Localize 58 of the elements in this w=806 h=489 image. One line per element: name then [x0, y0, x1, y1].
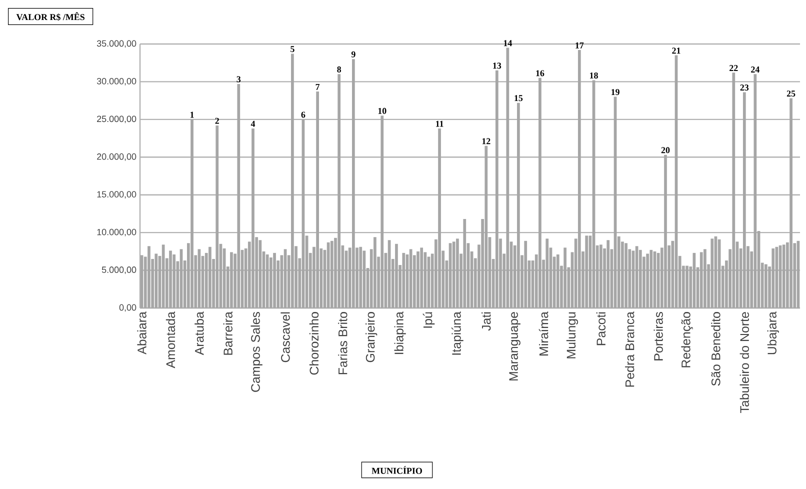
x-tick-label: São Benedito: [711, 312, 720, 386]
x-tick-label: Barreira: [223, 312, 232, 355]
x-tick-label: Amontada: [166, 312, 176, 368]
x-tick-label: Ubajara: [767, 312, 779, 354]
annotation: 7: [316, 84, 320, 90]
x-tick-label: Campos Sales: [250, 312, 262, 392]
y-tick-label: 0,00: [119, 304, 136, 312]
annotation: 1: [190, 112, 194, 118]
annotation: 22: [730, 65, 738, 71]
y-tick-label: 10.000,00: [97, 228, 136, 236]
annotation: 25: [786, 90, 796, 97]
y-tick-label: 20.000,00: [97, 153, 136, 161]
x-tick-label: Itapiúna: [452, 312, 464, 355]
x-tick-label: Mulungu: [566, 312, 578, 358]
annotation: 23: [740, 84, 749, 91]
x-tick-label: Pedra Branca: [625, 312, 634, 387]
annotation: 3: [236, 76, 241, 82]
x-tick-label: Redenção: [681, 312, 693, 368]
x-tick-label: Maranguape: [509, 312, 520, 380]
x-tick-label: Chorozinho: [309, 312, 319, 375]
y-tick-label: 15.000,00: [97, 191, 136, 199]
text: MUNICÍPIO: [372, 466, 422, 474]
x-tick-label: Farias Brito: [338, 312, 348, 374]
annotation: 10: [378, 108, 386, 114]
x-tick-label: Abaiara: [137, 312, 146, 354]
annotation: 19: [612, 89, 620, 96]
x-tick-label: Pacoti: [596, 312, 606, 346]
x-tick-label: Porteiras: [654, 312, 663, 360]
annotation: 21: [672, 48, 680, 54]
x-tick-label: Aratuba: [194, 312, 204, 356]
annotation: 24: [751, 66, 760, 72]
annotation: 16: [536, 70, 544, 76]
annotation: 2: [215, 118, 219, 124]
annotation: 18: [590, 72, 598, 79]
x-tick-label: Jati: [482, 312, 491, 331]
x-tick-label: Tabuleiro do Norte: [740, 312, 749, 413]
y-tick-label: 5.000,00: [102, 266, 136, 274]
annotation: 20: [661, 147, 670, 154]
annotation: 17: [576, 42, 584, 48]
annotation: 6: [301, 112, 306, 118]
annotation: 11: [436, 120, 444, 127]
x-tick-label: Granjeiro: [366, 312, 378, 362]
y-tick-label: 35.000,00: [96, 40, 136, 48]
x-tick-label: Cascavel: [280, 312, 290, 362]
x-tick-label: Miraíma: [538, 312, 548, 356]
annotation: 12: [482, 138, 490, 144]
y-axis-title: VALOR R$ /MÊS: [16, 12, 84, 21]
y-tick-label: 25.000,00: [97, 116, 136, 124]
annotation: 15: [514, 95, 523, 102]
annotation: 4: [250, 120, 256, 127]
annotation: 14: [504, 40, 512, 46]
x-tick-label: Ipú: [422, 312, 435, 328]
x-tick-label: Ibiapina: [394, 312, 406, 354]
annotation: 5: [290, 46, 294, 52]
y-tick-label: 30.000,00: [96, 78, 136, 86]
annotation: 13: [493, 62, 502, 69]
annotation: 8: [337, 66, 342, 72]
annotation: 9: [351, 51, 356, 58]
